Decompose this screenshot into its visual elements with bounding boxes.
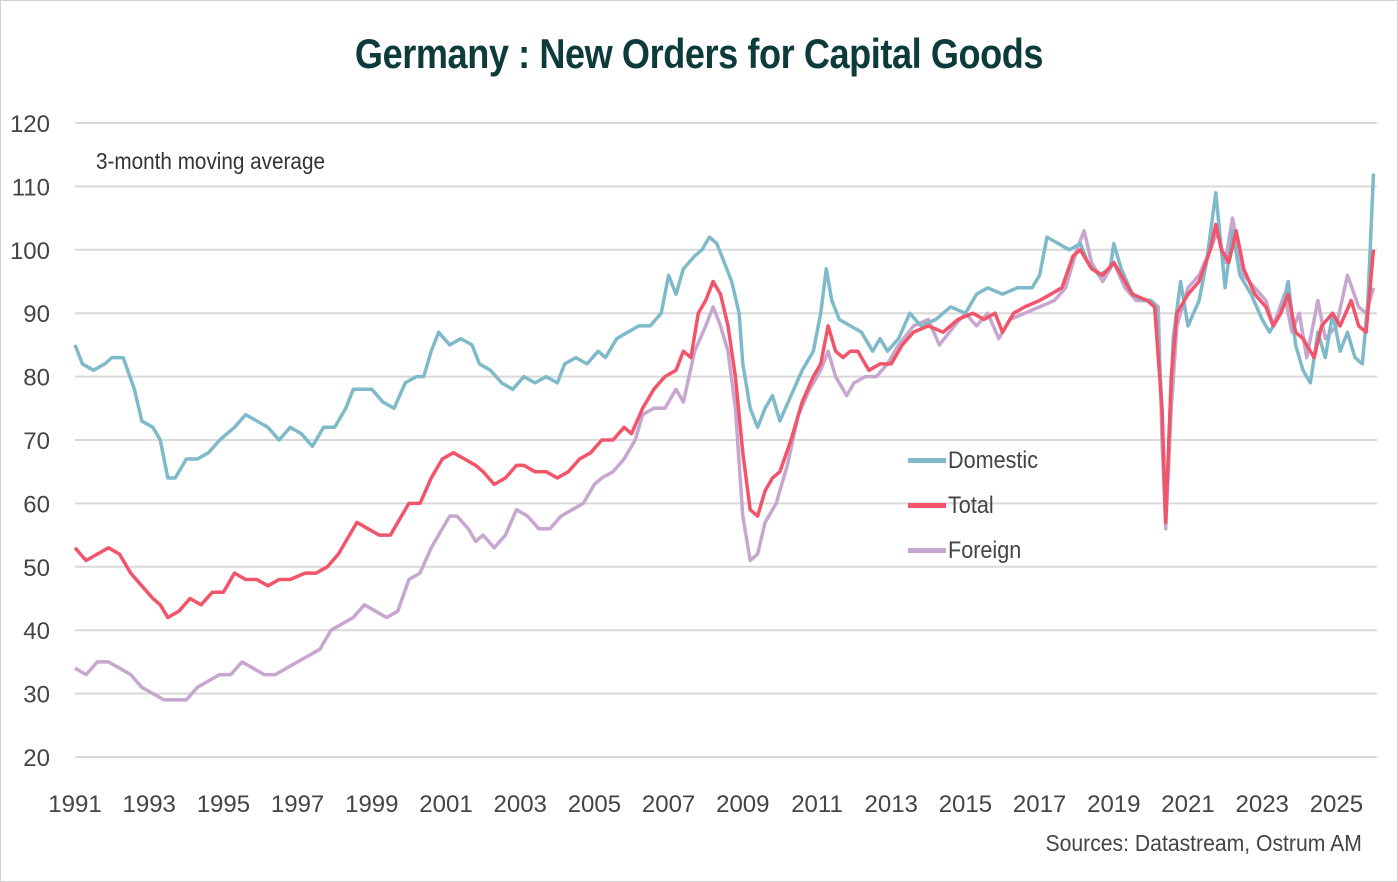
series-line-domestic <box>73 173 1376 525</box>
x-tick-label: 2023 <box>1236 791 1289 818</box>
y-tick-label: 110 <box>12 174 50 201</box>
x-tick-label: 1993 <box>123 791 176 818</box>
x-tick-label: 2015 <box>939 791 992 818</box>
x-tick-label: 2025 <box>1310 791 1363 818</box>
x-tick-label: 2017 <box>1013 791 1066 818</box>
series-lines <box>73 173 1376 702</box>
series-line-total <box>73 222 1376 620</box>
x-axis-ticks: 1991 1993 1995 1997 1999 2001 2003 2005 2007 2009… <box>48 791 1363 818</box>
x-tick-label: 1995 <box>197 791 250 818</box>
x-tick-label: 2007 <box>642 791 695 818</box>
legend-item-total: Total <box>908 483 1048 528</box>
legend: Domestic Total Foreign <box>908 438 1048 573</box>
legend-label-foreign: Foreign <box>948 536 1022 564</box>
y-tick-label: 90 <box>23 301 50 328</box>
legend-item-foreign: Foreign <box>908 528 1048 573</box>
y-tick-label: 60 <box>23 491 50 518</box>
x-tick-label: 2005 <box>568 791 621 818</box>
y-tick-label: 30 <box>23 682 50 709</box>
x-tick-label: 2021 <box>1161 791 1214 818</box>
legend-label-domestic: Domestic <box>948 446 1039 474</box>
x-tick-label: 2019 <box>1087 791 1140 818</box>
chart-title: Germany : New Orders for Capital Goods <box>354 30 1044 77</box>
x-tick-label: 2001 <box>419 791 472 818</box>
y-tick-label: 70 <box>23 428 50 455</box>
chart-annotation: 3-month moving average <box>96 148 325 174</box>
x-tick-label: 2009 <box>716 791 769 818</box>
y-tick-label: 20 <box>23 745 50 772</box>
x-tick-label: 1991 <box>48 791 101 818</box>
gridlines <box>75 122 1377 758</box>
y-tick-label: 50 <box>23 555 50 582</box>
y-tick-label: 100 <box>10 238 50 265</box>
x-tick-label: 1999 <box>345 791 398 818</box>
y-tick-label: 40 <box>23 618 50 645</box>
y-axis-ticks: 20 30 40 50 60 70 80 90 100 110 120 <box>10 111 50 772</box>
x-tick-label: 2011 <box>791 791 843 818</box>
legend-swatch-foreign <box>908 548 946 553</box>
legend-item-domestic: Domestic <box>908 438 1048 483</box>
source-note: Sources: Datastream, Ostrum AM <box>1045 830 1362 856</box>
x-tick-label: 2013 <box>865 791 918 818</box>
y-tick-label: 80 <box>23 365 50 392</box>
legend-swatch-domestic <box>908 458 946 463</box>
x-tick-label: 2003 <box>494 791 547 818</box>
y-tick-label: 120 <box>10 111 50 138</box>
x-tick-label: 1997 <box>271 791 324 818</box>
legend-swatch-total <box>908 503 946 508</box>
legend-label-total: Total <box>948 491 994 519</box>
